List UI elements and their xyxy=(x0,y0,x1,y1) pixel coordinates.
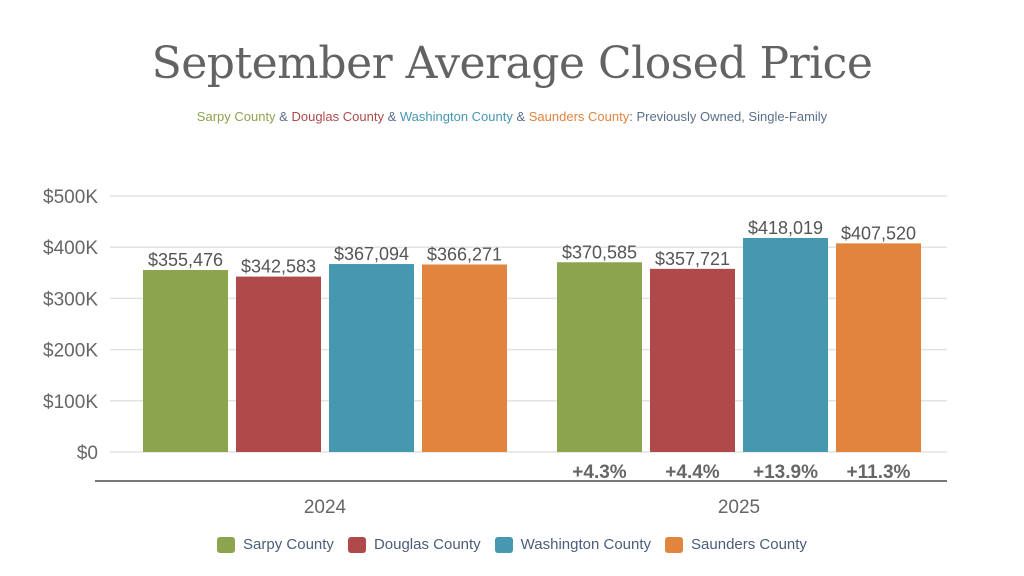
subtitle-part: & xyxy=(275,109,292,124)
data-label: $355,476 xyxy=(148,250,223,270)
data-label: $367,094 xyxy=(334,244,409,264)
subtitle-part: Douglas County xyxy=(291,109,384,124)
y-tick-label: $400K xyxy=(43,238,98,259)
legend-label: Sarpy County xyxy=(243,536,334,553)
change-label: +11.3% xyxy=(847,462,911,483)
data-label: $366,271 xyxy=(427,244,502,264)
chart-subtitle: Sarpy County & Douglas County & Washingt… xyxy=(0,109,1024,124)
legend: Sarpy County Douglas County Washington Cou… xyxy=(0,536,1024,553)
legend-label: Washington County xyxy=(520,536,652,553)
legend-swatch xyxy=(347,536,366,553)
data-label: $342,583 xyxy=(241,257,316,277)
legend-label: Saunders County xyxy=(691,536,807,553)
legend-label: Douglas County xyxy=(373,536,481,553)
legend-swatch xyxy=(494,536,513,553)
legend-item[interactable]: Washington County xyxy=(494,536,652,553)
legend-swatch xyxy=(217,536,236,553)
change-label: +4.4% xyxy=(665,462,720,483)
data-label: $370,585 xyxy=(562,242,637,262)
y-tick-label: $200K xyxy=(43,341,98,362)
subtitle-part: & xyxy=(512,109,529,124)
x-category-label: 2024 xyxy=(304,497,347,518)
legend-swatch xyxy=(665,536,684,553)
data-label: $357,721 xyxy=(655,249,730,269)
legend-item[interactable]: Sarpy County xyxy=(217,536,334,553)
bar-sarpy-county-2025 xyxy=(557,262,642,452)
bar-douglas-county-2025 xyxy=(650,268,735,452)
bar-washington-county-2024 xyxy=(329,264,414,452)
subtitle-part: : Previously Owned, Single-Family xyxy=(629,109,828,124)
subtitle-part: & xyxy=(383,109,400,124)
legend-item[interactable]: Douglas County xyxy=(347,536,481,553)
bar-saunders-county-2024 xyxy=(422,264,507,452)
bar-sarpy-county-2024 xyxy=(143,269,228,452)
y-tick-label: $0 xyxy=(77,443,98,464)
y-tick-label: $500K xyxy=(43,187,98,208)
change-label: +13.9% xyxy=(753,462,818,483)
y-tick-label: $100K xyxy=(43,392,98,413)
data-label: $418,019 xyxy=(748,218,823,238)
chart-title: September Average Closed Price xyxy=(151,38,873,89)
bar-douglas-county-2024 xyxy=(236,276,321,452)
subtitle-part: Sarpy County xyxy=(196,109,276,124)
data-label: $407,520 xyxy=(841,223,916,243)
subtitle-part: Washington County xyxy=(399,109,513,124)
legend-item[interactable]: Saunders County xyxy=(665,536,807,553)
y-tick-label: $300K xyxy=(43,289,98,310)
bar-saunders-county-2025 xyxy=(836,243,921,452)
x-category-label: 2025 xyxy=(718,497,760,518)
subtitle-part: Saunders County xyxy=(528,109,630,124)
change-label: +4.3% xyxy=(572,462,627,483)
bar-washington-county-2025 xyxy=(743,237,828,452)
